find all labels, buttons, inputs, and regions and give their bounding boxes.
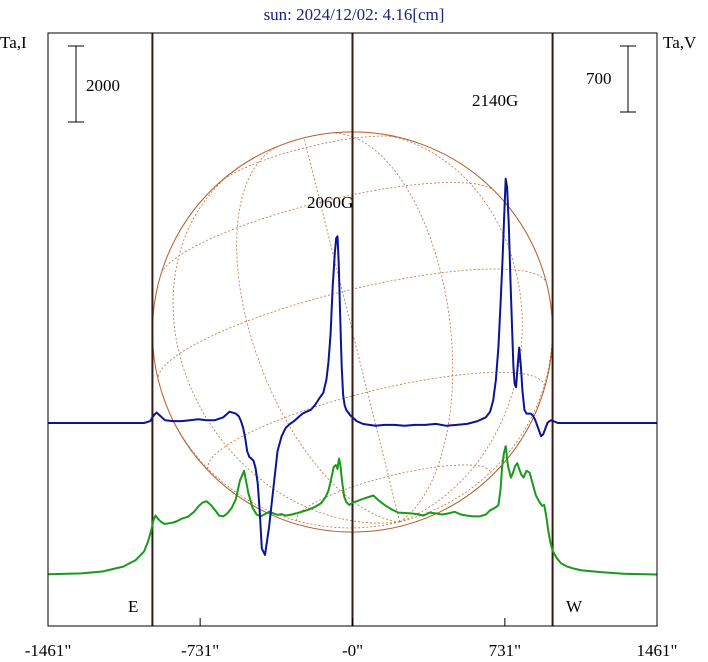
- intensity-series-line: [47, 445, 658, 576]
- x-tick-label: -731": [181, 641, 219, 660]
- right-scale-label: 700: [586, 69, 612, 88]
- longitude-line: [375, 132, 523, 523]
- east-limb-label: E: [128, 597, 138, 616]
- longitude-line: [303, 137, 401, 522]
- x-tick-label: 1461": [637, 641, 678, 660]
- x-tick-label: -0": [342, 641, 363, 660]
- x-tick-label: 731": [489, 641, 521, 660]
- x-axis-ticks: -1461" -731" -0" 731" 1461": [25, 618, 678, 660]
- annotation-2060g: 2060G: [307, 193, 353, 212]
- latitude-line: [295, 464, 491, 521]
- annotation-2140g: 2140G: [472, 91, 518, 110]
- polarization-series-line: [48, 177, 657, 556]
- chart-title: sun: 2024/12/02: 4.16[cm]: [264, 5, 445, 24]
- left-scale-label: 2000: [86, 76, 120, 95]
- west-limb-label: W: [566, 597, 583, 616]
- left-axis-label: Ta,I: [0, 33, 27, 52]
- longitude-line: [329, 132, 454, 523]
- data-series: [47, 177, 658, 576]
- left-scale-bar: [68, 45, 84, 123]
- longitude-line: [399, 283, 553, 523]
- longitude-line: [158, 380, 400, 529]
- right-scale-bar: [620, 45, 636, 113]
- right-axis-label: Ta,V: [663, 33, 697, 52]
- longitude-line: [172, 167, 400, 524]
- longitude-line: [236, 145, 400, 523]
- x-tick-label: -1461": [25, 641, 72, 660]
